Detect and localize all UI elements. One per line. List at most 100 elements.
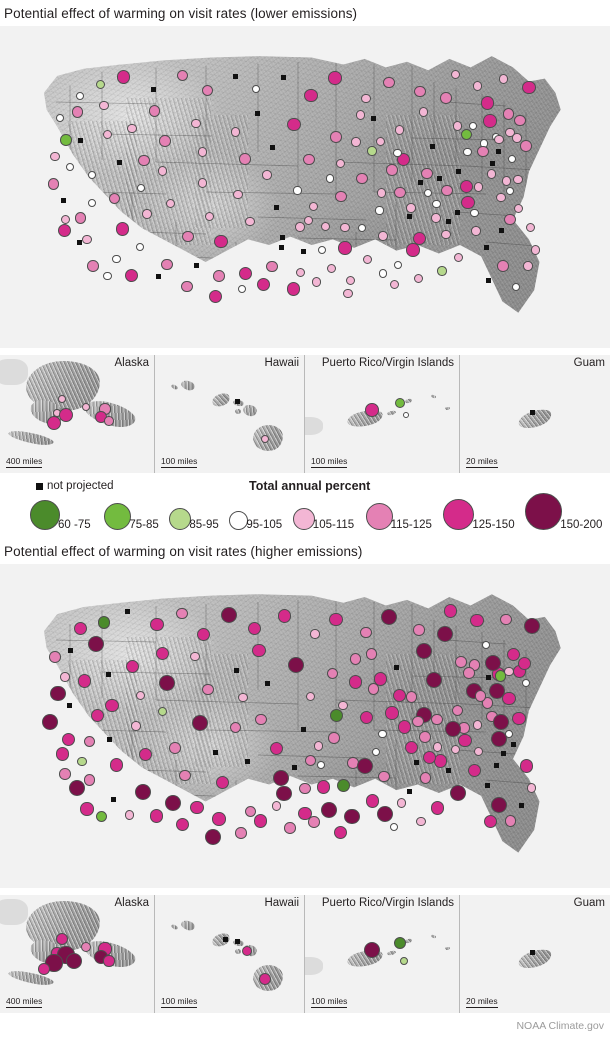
park-marker [61,732,76,746]
park-marker [394,125,405,135]
park-marker-not-projected [291,765,297,771]
park-marker [363,941,381,959]
state-boundaries [55,62,537,307]
main-map-higher-emissions[interactable] [0,564,610,888]
park-marker [262,170,272,180]
park-marker [451,704,464,717]
park-marker-not-projected [406,214,412,220]
park-marker [470,209,479,218]
inset-panel-guam[interactable]: Guam 20 miles [460,895,610,1013]
park-marker [526,783,537,793]
park-marker [238,267,253,281]
legend-label: 85-95 [189,519,219,531]
park-marker [393,260,402,270]
inset-panel-puerto-rico-virgin-islands[interactable]: Puerto Rico/Virgin Islands 100 miles [305,895,460,1013]
park-marker [423,188,432,197]
park-marker [197,627,211,641]
park-marker [472,81,483,91]
park-marker [65,952,83,970]
park-marker-not-projected [106,671,112,677]
park-marker [38,963,50,975]
park-marker [445,721,462,738]
park-marker [453,252,464,263]
park-marker-not-projected [194,262,200,268]
park-marker [355,110,366,120]
legend-item-115-125: 115-125 [365,503,432,531]
park-marker [305,691,315,702]
park-marker [512,133,522,143]
park-marker [330,131,342,143]
park-marker [313,741,324,751]
park-marker [491,797,508,814]
park-marker [252,84,261,93]
park-marker [513,174,523,185]
park-marker [229,721,242,734]
inset-panel-hawaii[interactable]: Hawaii 100 miles [155,355,305,473]
park-marker [158,675,175,692]
park-marker-not-projected [234,398,240,404]
park-marker [460,128,473,141]
inset-panel-guam[interactable]: Guam 20 miles [460,355,610,473]
inset-panel-alaska[interactable]: Alaska 400 miles [0,895,155,1013]
park-marker-not-projected [301,726,307,732]
park-marker [483,114,497,128]
park-marker [103,271,112,280]
park-marker-not-projected [413,759,419,765]
main-map-lower-emissions[interactable] [0,26,610,348]
neighbour-landmass [0,359,28,385]
park-marker [254,814,268,828]
not-projected-square-icon [36,482,43,490]
park-marker [375,136,386,147]
park-marker [142,209,152,219]
park-marker [379,269,388,278]
park-marker-not-projected [117,160,123,166]
park-marker [47,177,60,190]
legend-swatch [365,503,393,530]
park-marker [377,805,394,822]
park-marker-not-projected [68,648,74,654]
inset-panel-hawaii[interactable]: Hawaii 100 miles [155,895,305,1013]
park-marker [190,651,200,661]
park-marker [521,678,530,687]
inset-label: Hawaii [264,357,299,369]
park-marker [233,190,243,200]
park-marker [208,290,222,304]
park-marker [437,266,447,276]
park-marker-not-projected [484,245,490,251]
park-marker-not-projected [406,789,412,795]
park-marker [205,211,215,222]
park-marker [304,754,317,767]
park-marker [49,650,62,663]
park-marker [60,134,72,147]
park-marker [95,79,106,90]
park-marker [490,731,507,747]
park-marker [519,759,533,773]
park-marker [485,654,501,671]
park-marker [467,763,482,778]
park-marker [343,288,353,299]
park-marker [190,801,204,815]
inset-row-higher-emissions: Alaska 400 miles Hawaii 100 miles Puerto Ric… [0,895,610,1013]
legend-swatch [292,508,315,530]
inset-panel-alaska[interactable]: Alaska 400 miles [0,355,155,473]
park-marker [42,713,59,730]
park-marker [434,754,448,768]
park-marker [213,270,225,282]
park-marker [340,222,350,232]
park-marker [192,714,209,731]
inset-panel-puerto-rico-virgin-islands[interactable]: Puerto Rico/Virgin Islands 100 miles [305,355,460,473]
park-marker [55,114,65,123]
park-marker [375,206,384,215]
park-marker [359,710,373,724]
park-marker [238,153,251,165]
park-marker [326,174,335,183]
park-marker [378,730,387,739]
park-marker [394,186,406,199]
legend-item-75-85: 75-85 [104,503,159,531]
park-marker [58,407,74,423]
park-marker-not-projected [269,144,275,150]
park-marker-not-projected [234,938,240,944]
park-marker [257,277,271,292]
park-marker [378,770,391,783]
inset-label: Alaska [114,897,149,909]
